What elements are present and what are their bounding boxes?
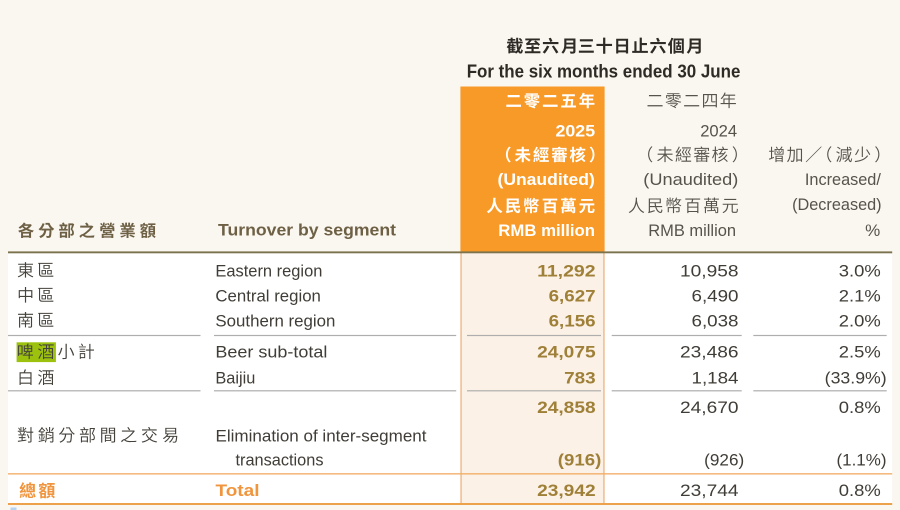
svg-text:0.8%: 0.8%: [839, 398, 881, 417]
svg-text:6,627: 6,627: [549, 286, 596, 305]
svg-text:(916): (916): [558, 450, 602, 469]
svg-text:2024: 2024: [700, 121, 737, 140]
svg-text:3.0%: 3.0%: [839, 261, 881, 280]
svg-text:6,156: 6,156: [549, 311, 596, 330]
svg-text:0.8%: 0.8%: [839, 481, 881, 500]
svg-text:(Unaudited): (Unaudited): [643, 170, 738, 189]
svg-text:RMB million: RMB million: [648, 221, 736, 240]
svg-text:Turnover by segment: Turnover by segment: [218, 221, 396, 240]
svg-text:%: %: [865, 221, 880, 240]
svg-text:Increased/: Increased/: [805, 170, 881, 189]
svg-text:23,942: 23,942: [537, 481, 596, 500]
svg-text:24,858: 24,858: [537, 398, 596, 417]
svg-text:(33.9%): (33.9%): [825, 369, 887, 388]
svg-text:2025: 2025: [556, 121, 596, 140]
svg-text:23,744: 23,744: [680, 481, 739, 500]
svg-text:Central region: Central region: [215, 286, 321, 305]
svg-text:11,292: 11,292: [537, 261, 596, 280]
svg-text:Elimination of inter-segment: Elimination of inter-segment: [216, 426, 427, 445]
svg-text:783: 783: [564, 369, 596, 388]
svg-text:For the six months ended 30 Ju: For the six months ended 30 June: [467, 61, 741, 81]
svg-text:(Decreased): (Decreased): [792, 195, 882, 214]
svg-text:(Unaudited): (Unaudited): [498, 170, 595, 189]
svg-text:2.5%: 2.5%: [839, 342, 881, 361]
svg-text:2.1%: 2.1%: [839, 286, 881, 305]
svg-text:(926): (926): [704, 450, 744, 469]
svg-text:23,486: 23,486: [680, 342, 739, 361]
svg-text:10,958: 10,958: [680, 261, 739, 280]
svg-text:RMB million: RMB million: [498, 221, 595, 240]
svg-text:6,490: 6,490: [692, 286, 739, 305]
svg-text:Total: Total: [216, 481, 260, 500]
svg-text:Eastern region: Eastern region: [215, 261, 322, 280]
svg-text:Beer sub-total: Beer sub-total: [215, 342, 327, 361]
svg-text:24,075: 24,075: [537, 342, 596, 361]
svg-text:6,038: 6,038: [692, 311, 739, 330]
svg-text:Baijiu: Baijiu: [215, 369, 255, 388]
svg-text:24,670: 24,670: [680, 398, 739, 417]
svg-text:Southern region: Southern region: [215, 311, 335, 330]
svg-text:1,184: 1,184: [692, 369, 739, 388]
svg-text:(1.1%): (1.1%): [837, 450, 887, 469]
svg-text:2.0%: 2.0%: [839, 311, 881, 330]
svg-text:transactions: transactions: [236, 450, 324, 469]
